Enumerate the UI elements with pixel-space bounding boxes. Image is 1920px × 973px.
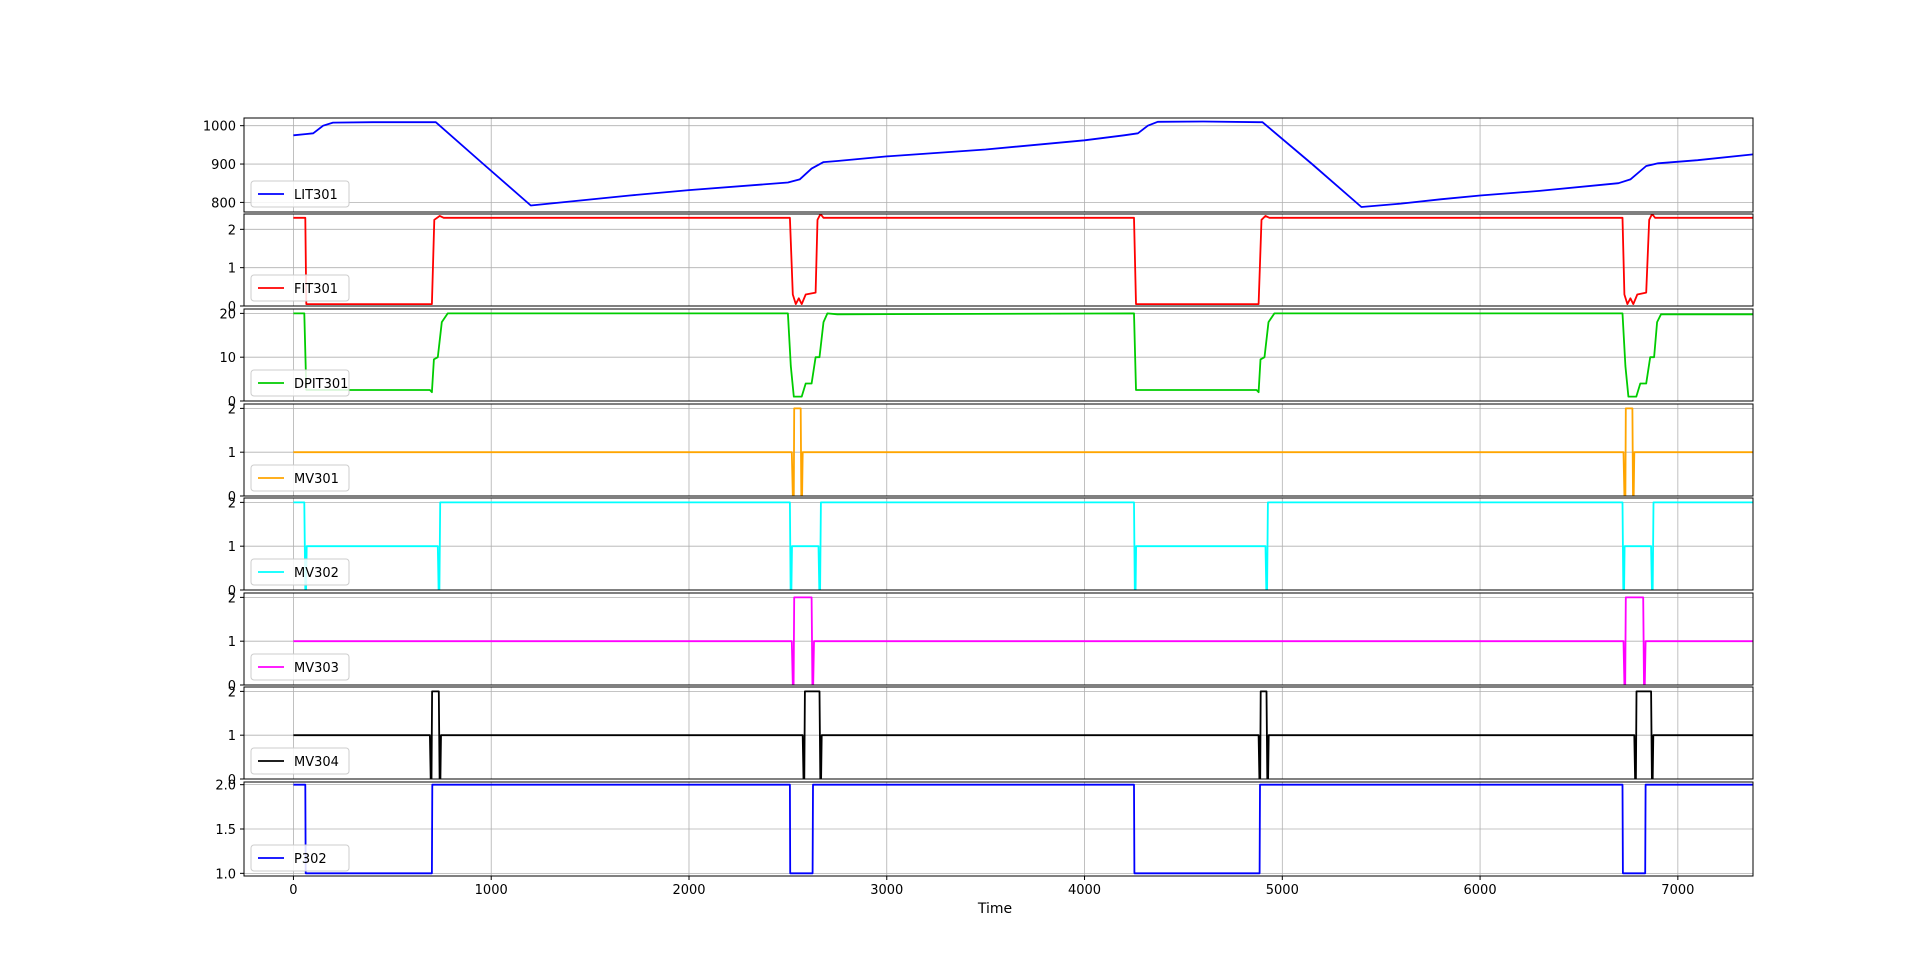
y-tick-label: 1: [228, 729, 236, 744]
panel-frame: [243, 497, 1754, 591]
y-tick-label: 2: [228, 591, 236, 606]
legend-label: MV304: [294, 755, 339, 770]
y-tick-label: 2: [228, 685, 236, 700]
x-tick-label: 1000: [475, 883, 508, 898]
panel-fit301: 0 1 2 FIT301: [228, 213, 1754, 315]
panel-frame: [243, 213, 1754, 307]
legend-box: [250, 844, 350, 872]
y-tick-label: 900: [211, 158, 236, 173]
legend-box: [250, 464, 350, 492]
series-line-mv304: [293, 690, 1753, 779]
legend-label: P302: [294, 852, 327, 867]
y-tick-label: 1000: [203, 120, 236, 135]
legend-mv301: MV301: [250, 464, 350, 492]
y-tick-label: 2: [228, 402, 236, 417]
panel-mv304: 0 1 2 MV304: [228, 685, 1754, 788]
series-line-mv302: [293, 501, 1753, 590]
legend-label: MV302: [294, 566, 339, 581]
x-tick-label: 5000: [1266, 883, 1299, 898]
panel-p302: 1.0 1.5 2.0 P302: [215, 779, 1754, 882]
panel-mv301: 0 1 2 MV301: [228, 402, 1754, 505]
panel-lit301: 800 900 1000 LIT301: [203, 117, 1754, 213]
y-tick-label: 2.0: [215, 779, 236, 794]
y-tick-label: 2: [228, 223, 236, 238]
y-tick-label: 1: [228, 635, 236, 650]
panel-frame: [243, 308, 1754, 402]
x-tick-label: 2000: [672, 883, 705, 898]
y-tick-label: 10: [219, 351, 236, 366]
legend-dpit301: DPIT301: [250, 369, 350, 397]
panel-dpit301: 0 10 20 DPIT301: [219, 307, 1754, 410]
y-tick-label: 1.5: [215, 823, 236, 838]
legend-box: [250, 180, 350, 208]
y-tick-label: 1: [228, 262, 236, 277]
x-tick-label: 0: [289, 883, 297, 898]
series-line-dpit301: [293, 312, 1753, 398]
legend-p302: P302: [250, 844, 350, 872]
legend-mv303: MV303: [250, 653, 350, 681]
panel-frame: [243, 592, 1754, 686]
legend-mv304: MV304: [250, 747, 350, 775]
x-tick-label: 6000: [1464, 883, 1497, 898]
x-tick-label: 7000: [1661, 883, 1694, 898]
legend-mv302: MV302: [250, 558, 350, 586]
series-line-p302: [293, 783, 1753, 875]
legend-label: MV303: [294, 661, 339, 676]
legend-label: FIT301: [294, 282, 338, 297]
y-tick-label: 1: [228, 446, 236, 461]
legend-label: MV301: [294, 472, 339, 487]
y-tick-label: 0: [228, 773, 236, 788]
series-line-mv301: [293, 407, 1753, 496]
legend-lit301: LIT301: [250, 180, 350, 208]
panel-frame: [243, 403, 1754, 497]
series-line-lit301: [293, 120, 1753, 208]
legend-box: [250, 653, 350, 681]
legend-box: [250, 369, 350, 397]
panel-frame: [243, 117, 1754, 213]
y-tick-label: 0: [228, 300, 236, 315]
x-tick-label: 3000: [870, 883, 903, 898]
panel-mv302: 0 1 2 MV302: [228, 496, 1754, 599]
legend-box: [250, 747, 350, 775]
y-tick-label: 1.0: [215, 867, 236, 882]
y-tick-label: 0: [228, 679, 236, 694]
y-tick-label: 1: [228, 540, 236, 555]
legend-fit301: FIT301: [250, 274, 350, 302]
y-tick-label: 2: [228, 496, 236, 511]
legend-box: [250, 558, 350, 586]
legend-label: DPIT301: [294, 377, 348, 392]
legend-box: [250, 274, 350, 302]
y-tick-label: 0: [228, 490, 236, 505]
y-tick-label: 20: [219, 307, 236, 322]
panel-mv303: 0 1 2 MV303: [228, 591, 1754, 694]
y-tick-label: 0: [228, 584, 236, 599]
x-axis-label: Time: [977, 901, 1012, 917]
y-tick-label: 0: [228, 395, 236, 410]
series-line-mv303: [293, 596, 1753, 685]
x-tick-label: 4000: [1068, 883, 1101, 898]
legend-label: LIT301: [294, 188, 338, 203]
series-line-fit301: [293, 214, 1753, 305]
y-tick-label: 800: [211, 196, 236, 211]
panel-frame: [243, 686, 1754, 780]
